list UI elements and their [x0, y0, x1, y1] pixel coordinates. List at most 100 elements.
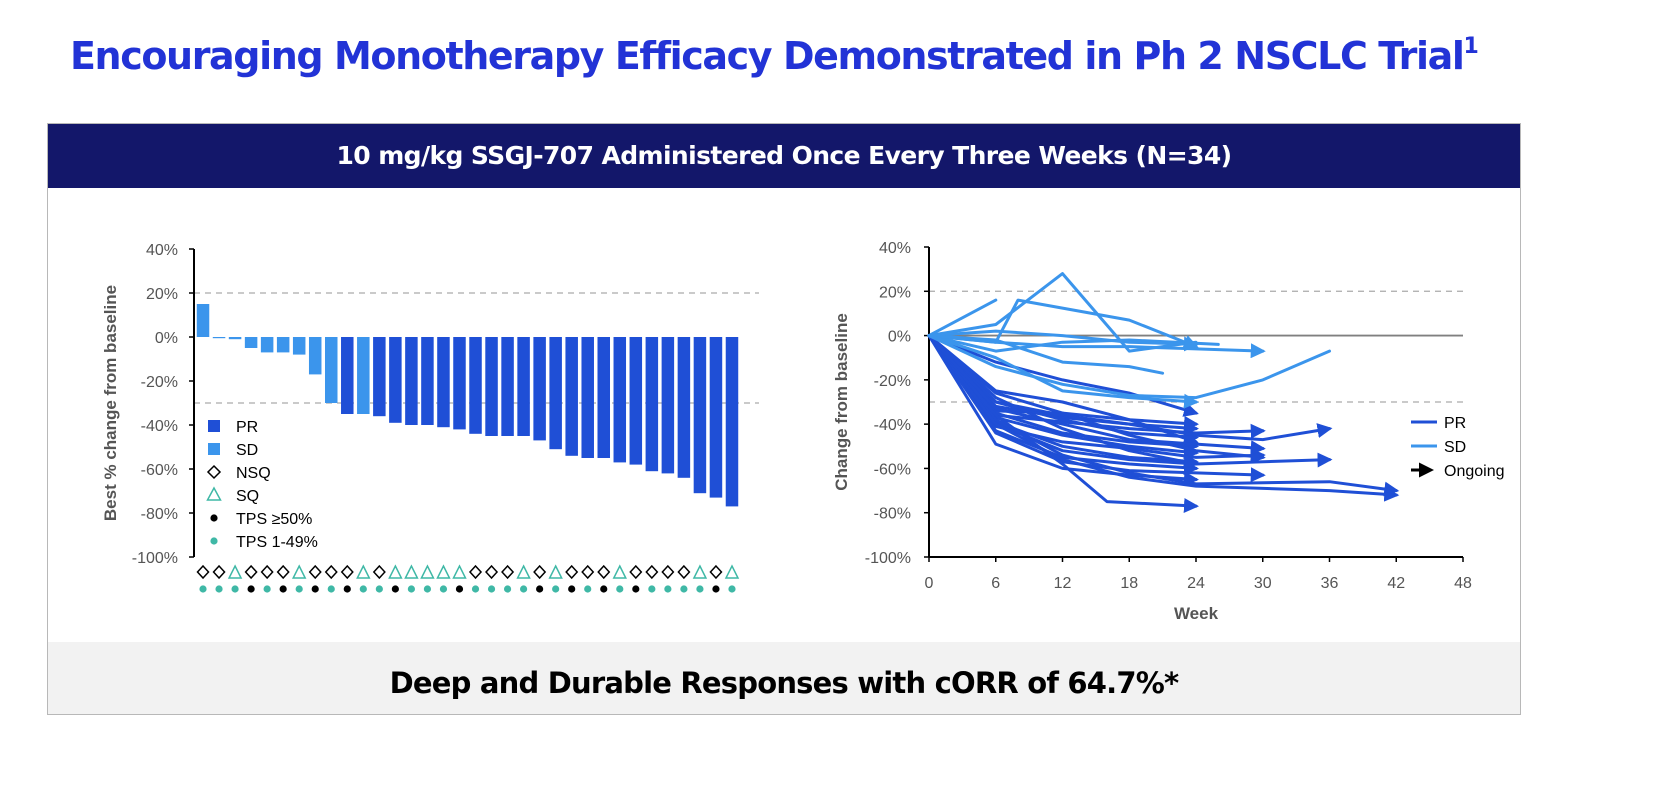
- waterfall-bar: [597, 337, 611, 458]
- legend-nsq-diamond: [206, 464, 222, 480]
- sq-triangle-marker: [724, 564, 740, 579]
- spider-y-tick-label: -20%: [874, 373, 911, 390]
- tps-high-dot: [343, 585, 351, 593]
- tps-low-dot: [520, 585, 528, 593]
- waterfall-legend-label: SQ: [236, 488, 259, 505]
- waterfall-bar: [260, 337, 274, 353]
- spider-line-sd: [927, 298, 998, 338]
- waterfall-bar: [308, 337, 322, 375]
- waterfall-y-tick-label: 0%: [155, 330, 178, 347]
- sq-triangle-marker: [436, 564, 451, 579]
- tps-low-dot: [407, 585, 415, 593]
- tps-low-dot: [327, 585, 335, 593]
- waterfall-legend-label: NSQ: [236, 465, 271, 482]
- spider-line-pr: [927, 334, 1266, 483]
- chart-panel: 10 mg/kg SSGJ-707 Administered Once Ever…: [47, 123, 1521, 715]
- panel-footer: Deep and Durable Responses with cORR of …: [48, 642, 1520, 714]
- tps-high-dot: [391, 585, 399, 593]
- page-title: Encouraging Monotherapy Efficacy Demonst…: [70, 34, 1660, 78]
- nsq-diamond-marker: [533, 564, 547, 580]
- spider-y-tick-label: 40%: [879, 240, 911, 257]
- waterfall-bar: [725, 337, 739, 507]
- spider-x-axis-label: Week: [1174, 604, 1219, 623]
- spider-line-pr: [927, 334, 1400, 502]
- spider-legend-label: Ongoing: [1444, 463, 1505, 480]
- tps-high-dot: [455, 585, 464, 593]
- tps-low-dot: [680, 585, 688, 593]
- spider-x-tick-label: 12: [1054, 575, 1072, 592]
- waterfall-bar: [421, 337, 434, 425]
- waterfall-y-axis-label: Best % change from baseline: [101, 285, 120, 521]
- spider-line-pr: [927, 334, 1333, 442]
- tps-low-dot: [728, 585, 736, 593]
- tps-low-dot: [696, 585, 704, 593]
- tps-low-dot: [215, 585, 223, 593]
- spider-y-tick-label: -60%: [874, 461, 911, 478]
- sq-triangle-marker: [516, 564, 531, 579]
- sq-triangle-marker: [612, 564, 627, 579]
- waterfall-bar: [693, 337, 707, 494]
- waterfall-bar: [533, 337, 546, 441]
- tps-low-dot: [359, 585, 367, 593]
- tps-low-dot: [375, 585, 383, 593]
- tps-high-dot: [311, 585, 319, 593]
- nsq-diamond-marker: [661, 564, 675, 580]
- waterfall-bar: [357, 337, 370, 414]
- tps-low-dot: [584, 585, 592, 593]
- sq-triangle-marker: [227, 564, 243, 579]
- tps-low-dot: [295, 585, 303, 593]
- waterfall-bar: [501, 337, 514, 436]
- tps-low-dot: [263, 585, 271, 593]
- tps-low-dot: [552, 585, 560, 593]
- waterfall-bar: [324, 337, 338, 403]
- tps-low-dot: [487, 585, 496, 593]
- spider-x-tick-label: 36: [1321, 575, 1339, 592]
- spider-y-tick-label: -100%: [865, 550, 911, 567]
- spider-x-tick-label: 18: [1120, 575, 1138, 592]
- tps-high-dot: [279, 585, 287, 593]
- spider-line-pr: [927, 334, 1266, 456]
- nsq-diamond-marker: [212, 564, 226, 580]
- tps-low-dot: [423, 585, 432, 593]
- waterfall-bar: [565, 337, 578, 456]
- spider-x-tick-label: 30: [1254, 575, 1272, 592]
- waterfall-y-tick-label: -100%: [132, 550, 178, 567]
- nsq-diamond-marker: [501, 564, 515, 580]
- charts-svg: 40% 20% 0% -20% -40% -60% -80% -100% Best % chan…: [101, 240, 1505, 623]
- waterfall-bar: [405, 337, 418, 425]
- waterfall-y-tick-label: -80%: [141, 506, 178, 523]
- waterfall-y-tick-label: -20%: [141, 374, 178, 391]
- tps-low-dot: [471, 585, 480, 593]
- nsq-diamond-marker: [196, 564, 210, 580]
- spider-x-tick-label: 24: [1187, 575, 1205, 592]
- spider-x-tick-label: 48: [1454, 575, 1472, 592]
- nsq-diamond-marker: [372, 564, 386, 580]
- spider-legend-label: SD: [1444, 439, 1466, 456]
- waterfall-bar: [244, 337, 258, 348]
- waterfall-y-tick-label: 40%: [146, 242, 178, 259]
- spider-x-tick-label: 42: [1387, 575, 1405, 592]
- waterfall-bar: [196, 304, 210, 337]
- nsq-diamond-marker: [276, 564, 290, 580]
- waterfall-bar: [549, 337, 562, 450]
- nsq-diamond-marker: [565, 564, 579, 580]
- sq-triangle-marker: [388, 564, 403, 579]
- waterfall-bar: [228, 337, 242, 340]
- spider-y-tick-label: -80%: [874, 506, 911, 523]
- sq-triangle-marker: [452, 564, 467, 579]
- waterfall-legend-label: TPS ≥50%: [236, 511, 312, 528]
- waterfall-bar: [677, 337, 691, 478]
- waterfall-bar: [212, 337, 226, 339]
- nsq-diamond-marker: [581, 564, 595, 580]
- tps-low-dot: [664, 585, 672, 593]
- spider-x-tick-label: 0: [925, 575, 934, 592]
- waterfall-bar: [292, 337, 306, 355]
- waterfall-bar: [469, 337, 482, 434]
- waterfall-y-tick-label: 20%: [146, 286, 178, 303]
- nsq-diamond-marker: [244, 564, 258, 580]
- spider-line-pr: [927, 334, 1400, 497]
- tps-low-dot: [439, 585, 448, 593]
- spider-line-sd: [927, 334, 1266, 359]
- waterfall-bar: [453, 337, 466, 430]
- spider-line-sd: [927, 334, 1220, 353]
